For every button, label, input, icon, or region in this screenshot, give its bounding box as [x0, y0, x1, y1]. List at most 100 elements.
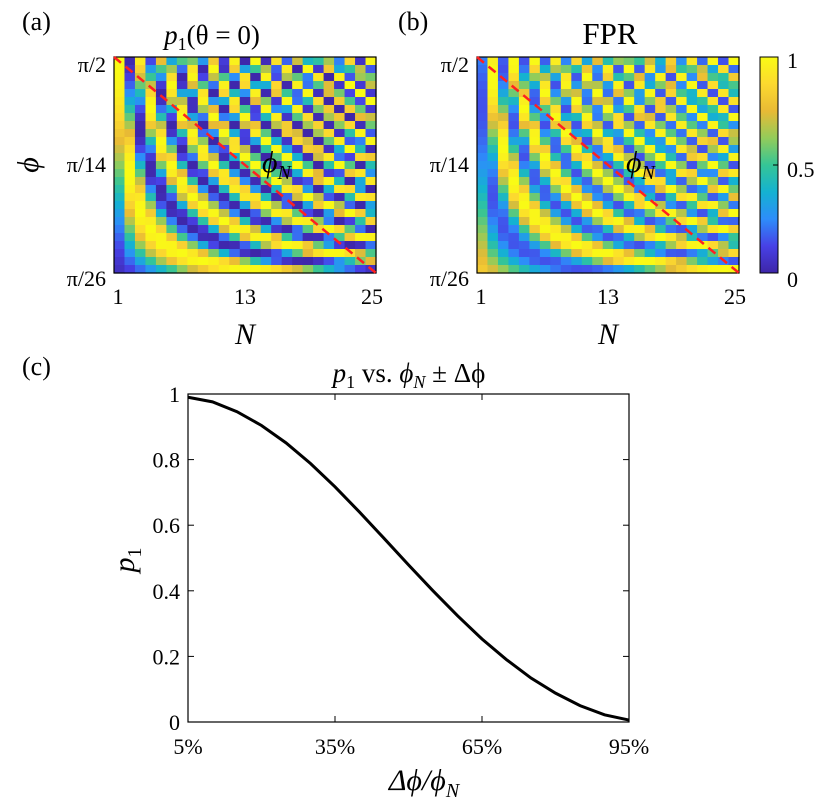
heatmap-cell [634, 129, 646, 138]
heatmap-cell [644, 225, 656, 234]
heatmap-cell [302, 65, 314, 74]
heatmap-cell [728, 97, 740, 106]
heatmap-cell [176, 129, 188, 138]
heatmap-cell [707, 265, 719, 274]
heatmap-cell [655, 241, 667, 250]
heatmap-cell [187, 57, 199, 66]
heatmap-cell [571, 257, 583, 266]
heatmap-cell [707, 233, 719, 242]
heatmap-cell [344, 185, 356, 194]
heatmap-cell [686, 81, 698, 90]
heatmap-cell [581, 161, 593, 170]
heatmap-cell [260, 193, 272, 202]
heatmap-cell [124, 97, 136, 106]
heatmap-cell [114, 89, 126, 98]
heatmap-cell [676, 169, 688, 178]
heatmap-cell [344, 121, 356, 130]
heatmap-cell [665, 153, 677, 162]
heatmap-cell [292, 209, 304, 218]
heatmap-cell [176, 81, 188, 90]
heatmap-cell [581, 121, 593, 130]
heatmap-cell [718, 129, 730, 138]
heatmap-cell [560, 121, 572, 130]
heatmap-cell [313, 249, 325, 258]
heatmap-cell [197, 193, 209, 202]
heatmap-cell [114, 257, 126, 266]
heatmap-cell [718, 177, 730, 186]
heatmap-cell [187, 233, 199, 242]
heatmap-cell [497, 153, 510, 162]
heatmap-cell [187, 249, 199, 258]
heatmap-cell [508, 153, 520, 162]
heatmap-cell [728, 257, 740, 266]
heatmap-cell [613, 225, 625, 234]
heatmap-cell [292, 153, 304, 162]
x-tick-a-1: 13 [234, 284, 256, 309]
heatmap-cell [539, 193, 551, 202]
heatmap-cell [571, 129, 583, 138]
panel-c-tag: (c) [22, 352, 51, 381]
heatmap-cell [260, 225, 272, 234]
heatmap-cell [145, 209, 157, 218]
heatmap-cell [239, 145, 251, 154]
heatmap-cell [634, 177, 646, 186]
heatmap-cell [260, 81, 272, 90]
heatmap-cell [508, 145, 520, 154]
heatmap-cell [539, 201, 551, 210]
heatmap-cell [281, 193, 293, 202]
heatmap-cell [323, 137, 335, 146]
heatmap-cell [718, 209, 730, 218]
heatmap-cell [239, 241, 251, 250]
heatmap-cell [623, 65, 635, 74]
heatmap-cell [334, 193, 346, 202]
heatmap-cell [644, 185, 656, 194]
heatmap-cell [581, 89, 593, 98]
heatmap-cell [124, 73, 136, 82]
heatmap-cell [260, 209, 272, 218]
heatmap-cell [334, 217, 346, 226]
heatmap-cell [114, 209, 126, 218]
heatmap-cell [365, 225, 377, 234]
heatmap-cell [644, 249, 656, 258]
heatmap-cell [477, 65, 489, 74]
heatmap-cell [644, 153, 656, 162]
heatmap-cell [623, 97, 635, 106]
heatmap-cell [271, 129, 283, 138]
y-tick-b-1: π/14 [430, 152, 469, 177]
heatmap-cell [197, 225, 209, 234]
heatmap-cell [229, 193, 241, 202]
heatmap-cell [323, 193, 335, 202]
heatmap-cell [529, 193, 541, 202]
heatmap-cell [655, 217, 667, 226]
heatmap-cell [355, 65, 367, 74]
heatmap-cell [487, 249, 499, 258]
heatmap-cell [613, 57, 625, 66]
heatmap-cell [623, 81, 635, 90]
heatmap-cell [302, 193, 314, 202]
heatmap-cell [124, 209, 136, 218]
heatmap-cell [634, 265, 646, 274]
heatmap-cell [697, 249, 709, 258]
heatmap-cell [487, 81, 499, 90]
heatmap-cell [686, 97, 698, 106]
heatmap-cell [344, 177, 356, 186]
x-tick-a-2: 25 [361, 284, 383, 309]
heatmap-cell [634, 145, 646, 154]
heatmap-cell [124, 169, 136, 178]
heatmap-cell [518, 201, 530, 210]
heatmap-cell [539, 225, 551, 234]
heatmap-cell [260, 201, 272, 210]
heatmap-cell [313, 57, 325, 66]
heatmap-cell [487, 89, 499, 98]
heatmap-cell [697, 121, 709, 130]
heatmap-cell [208, 241, 220, 250]
heatmap-cell [313, 209, 325, 218]
heatmap-cell [539, 145, 551, 154]
heatmap-cell [271, 217, 283, 226]
heatmap-cell [613, 65, 625, 74]
heatmap-cell [508, 57, 520, 66]
heatmap-cell [644, 105, 656, 114]
heatmap-cell [718, 97, 730, 106]
heatmap-cell [145, 249, 157, 258]
heatmap-cell [550, 193, 562, 202]
